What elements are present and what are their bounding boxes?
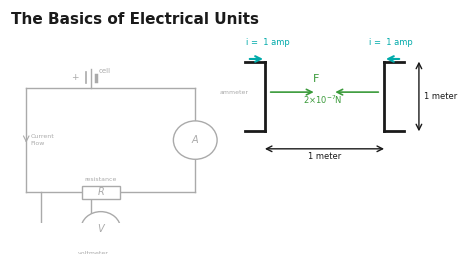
Text: 1 meter: 1 meter (424, 92, 457, 101)
Text: V: V (98, 224, 104, 234)
Text: i =  1 amp: i = 1 amp (369, 38, 413, 47)
Text: ammeter: ammeter (220, 90, 249, 95)
Circle shape (81, 212, 121, 247)
Text: +: + (71, 73, 79, 82)
Text: 2$\times$10$^{-7}$N: 2$\times$10$^{-7}$N (302, 94, 342, 106)
Text: cell: cell (99, 68, 111, 74)
Text: F: F (312, 74, 319, 84)
Text: Current
Flow: Current Flow (30, 135, 54, 146)
Circle shape (173, 121, 217, 159)
Text: i =  1 amp: i = 1 amp (246, 38, 290, 47)
Text: The Basics of Electrical Units: The Basics of Electrical Units (11, 12, 259, 27)
Bar (82, 186, 120, 199)
Text: voltmeter: voltmeter (78, 251, 109, 254)
Text: resistance: resistance (85, 177, 117, 182)
Text: A: A (192, 135, 199, 145)
Text: 1 meter: 1 meter (308, 152, 341, 161)
Text: R: R (98, 187, 104, 197)
